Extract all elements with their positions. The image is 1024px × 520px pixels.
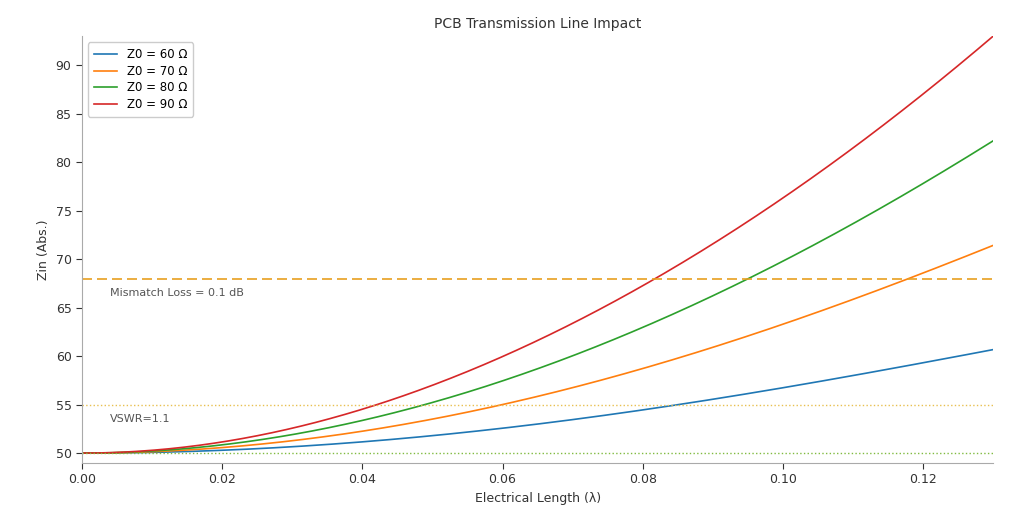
Z0 = 80 Ω [618, 332, 631, 338]
Z0 = 60 Ω [514, 423, 526, 430]
Z0 = 70 Ω [822, 305, 835, 311]
Z0 = 80 Ω [569, 352, 582, 358]
Z0 = 80 Ω [509, 373, 521, 380]
Z0 = 70 Ω [76, 450, 88, 456]
Z0 = 80 Ω [822, 234, 835, 240]
Z0 = 90 Ω [987, 33, 999, 39]
Line: Z0 = 80 Ω: Z0 = 80 Ω [82, 141, 993, 453]
Z0 = 60 Ω [618, 409, 631, 415]
Z0 = 90 Ω [76, 450, 88, 456]
Line: Z0 = 90 Ω: Z0 = 90 Ω [82, 36, 993, 453]
Z0 = 60 Ω [966, 350, 978, 357]
Text: Mismatch Loss = 0.1 dB: Mismatch Loss = 0.1 dB [110, 288, 244, 298]
Text: VSWR=1.1: VSWR=1.1 [110, 414, 170, 424]
Z0 = 60 Ω [987, 346, 999, 353]
Legend: Z0 = 60 Ω, Z0 = 70 Ω, Z0 = 80 Ω, Z0 = 90 Ω: Z0 = 60 Ω, Z0 = 70 Ω, Z0 = 80 Ω, Z0 = 90… [88, 42, 194, 116]
Z0 = 80 Ω [966, 151, 978, 158]
Z0 = 80 Ω [987, 138, 999, 144]
Z0 = 70 Ω [966, 251, 978, 257]
Z0 = 60 Ω [569, 416, 582, 422]
Z0 = 60 Ω [822, 376, 835, 383]
Z0 = 90 Ω [514, 345, 526, 352]
Z0 = 70 Ω [509, 399, 521, 405]
Z0 = 70 Ω [987, 242, 999, 249]
Z0 = 60 Ω [509, 424, 521, 430]
Y-axis label: Zin (Abs.): Zin (Abs.) [37, 219, 50, 280]
Z0 = 70 Ω [514, 397, 526, 404]
Title: PCB Transmission Line Impact: PCB Transmission Line Impact [434, 17, 641, 31]
Z0 = 80 Ω [514, 372, 526, 378]
Z0 = 60 Ω [76, 450, 88, 456]
Z0 = 90 Ω [966, 51, 978, 58]
Z0 = 80 Ω [76, 450, 88, 456]
Z0 = 90 Ω [569, 319, 582, 325]
X-axis label: Electrical Length (λ): Electrical Length (λ) [474, 492, 601, 505]
Z0 = 70 Ω [618, 371, 631, 377]
Z0 = 90 Ω [509, 348, 521, 354]
Line: Z0 = 60 Ω: Z0 = 60 Ω [82, 349, 993, 453]
Z0 = 70 Ω [569, 384, 582, 390]
Z0 = 90 Ω [822, 163, 835, 169]
Z0 = 90 Ω [618, 293, 631, 299]
Line: Z0 = 70 Ω: Z0 = 70 Ω [82, 245, 993, 453]
